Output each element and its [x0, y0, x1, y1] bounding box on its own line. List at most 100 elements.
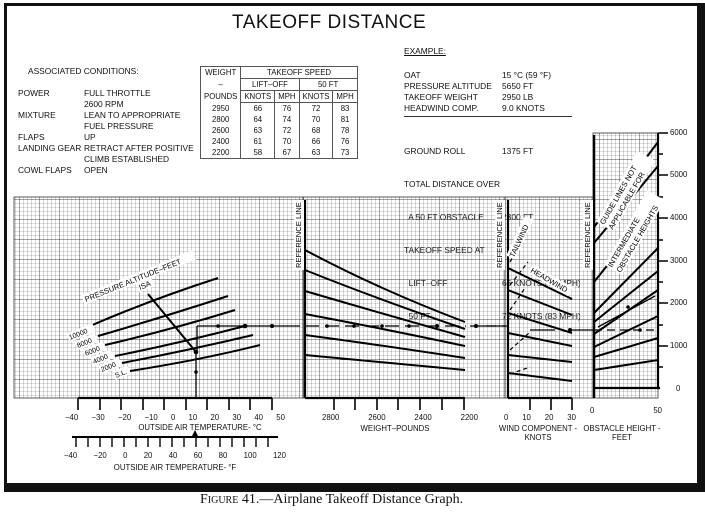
cell: 2800 — [199, 114, 242, 125]
obstacle-axis-label: OBSTACLE HEIGHT -FEET — [583, 424, 661, 442]
wind-ticks: 0 10 20 30 — [504, 413, 576, 422]
tick: 30 — [567, 413, 576, 422]
cond-value: OPEN — [84, 165, 108, 175]
weight-axis-label: WEIGHT–POUNDS — [360, 424, 430, 433]
example-value: 5650 FT — [502, 81, 534, 91]
example-value: 1375 FT — [502, 146, 534, 156]
cell: 74 — [274, 114, 300, 125]
tick: 0 — [590, 406, 595, 415]
cell: 78 — [332, 125, 358, 136]
th-knots: KNOTS — [298, 90, 334, 103]
example-value: 15 °C (59 °F) — [502, 70, 552, 80]
tick: 2400 — [414, 413, 432, 422]
table-row: 2200 58 67 63 73 — [199, 147, 358, 159]
cell: 76 — [332, 136, 358, 147]
figure-caption: Figure 41.—Airplane Takeoff Distance Gra… — [200, 492, 463, 508]
tick: 120 — [272, 451, 286, 460]
reference-line-label: REFERENCE LINE — [495, 202, 504, 268]
tick: 10 — [522, 413, 531, 422]
cell: 2950 — [199, 102, 242, 114]
example-inputs: OAT 15 °C (59 °F) PRESSURE ALTITUDE 5650 F… — [404, 70, 572, 117]
tick: 1000 — [670, 341, 688, 350]
example-value: 2950 LB — [502, 92, 534, 102]
cell: 73 — [332, 147, 358, 159]
th-dash: – — [199, 78, 242, 91]
table-row: 2950 66 76 72 83 — [199, 102, 358, 114]
cell: 81 — [332, 114, 358, 125]
takeoff-speed-table: WEIGHT TAKEOFF SPEED – LIFT–OFF 50 FT PO… — [199, 66, 358, 159]
tick: 3000 — [670, 256, 688, 265]
tick: 2000 — [670, 298, 688, 307]
tick: 6000 — [670, 128, 688, 137]
example-label: PRESSURE ALTITUDE — [404, 81, 492, 91]
reference-line-label: REFERENCE LINE — [294, 202, 303, 268]
cell: 76 — [274, 102, 300, 114]
cond-label: FLAPS — [18, 132, 45, 142]
tick: 2800 — [322, 413, 340, 422]
cond-value: 2600 RPM — [84, 99, 124, 109]
cond-value: FUEL PRESSURE — [84, 121, 154, 131]
tick: 20 — [143, 451, 153, 460]
th-mph: MPH — [332, 90, 358, 103]
cell: 72 — [274, 125, 300, 136]
cond-label: LANDING GEAR — [18, 143, 82, 153]
cond-value: LEAN TO APPROPRIATE — [84, 110, 181, 120]
cell: 67 — [274, 147, 300, 159]
tick: 0 — [504, 413, 509, 422]
cond-value: CLIMB ESTABLISHED — [84, 154, 170, 164]
tick: 2200 — [460, 413, 478, 422]
tick: −40 — [64, 451, 78, 460]
tick: 40 — [254, 413, 264, 422]
tick: −10 — [144, 413, 158, 422]
wind-axis-label: WIND COMPONENT -KNOTS — [498, 424, 578, 442]
caption-text: 41.—Airplane Takeoff Distance Graph. — [238, 492, 464, 507]
tick: 30 — [232, 413, 242, 422]
example-label: TOTAL DISTANCE OVER — [404, 179, 501, 189]
th-weight: WEIGHT — [199, 66, 242, 79]
fahrenheit-ticks: −40 −20 0 20 40 60 80 100 120 — [64, 451, 286, 460]
tick: 0 — [676, 384, 681, 393]
example-label: HEADWIND COMP. — [404, 103, 479, 113]
cell: 83 — [332, 102, 358, 114]
cond-value: RETRACT AFTER POSITIVE — [84, 143, 194, 153]
chart-title: TAKEOFF DISTANCE — [232, 12, 427, 33]
conditions-list: POWER FULL THROTTLE 2600 RPM MIXTURE LEAN … — [18, 88, 194, 176]
cell: 2600 — [199, 125, 242, 136]
example-heading: EXAMPLE: — [404, 46, 446, 56]
th-pounds: POUNDS — [199, 90, 242, 103]
tick: −20 — [117, 413, 132, 422]
tick: 20 — [544, 413, 554, 422]
tick: −30 — [91, 413, 105, 422]
cond-label: MIXTURE — [18, 110, 56, 120]
table-row: 2400 61 70 66 76 — [199, 136, 358, 147]
tick: 50 — [276, 413, 285, 422]
tick: 2600 — [368, 413, 386, 422]
example-label: GROUND ROLL — [404, 146, 466, 156]
tick: 80 — [218, 451, 228, 460]
tick: 5000 — [670, 170, 688, 179]
tick: 40 — [168, 451, 178, 460]
tick: 100 — [243, 451, 257, 460]
svg-text:S.L.: S.L. — [114, 369, 128, 380]
tick: 50 — [653, 406, 662, 415]
celsius-axis-label: OUTSIDE AIR TEMPERATURE- °C — [138, 423, 262, 432]
tick: 4000 — [670, 213, 688, 222]
reference-line-label: REFERENCE LINE — [583, 202, 592, 268]
cond-label: POWER — [18, 88, 50, 98]
example-label: OAT — [404, 70, 421, 80]
th-mph: MPH — [274, 90, 300, 103]
tick: 10 — [188, 413, 198, 422]
tick: 20 — [210, 413, 220, 422]
example-value: 9.0 KNOTS — [502, 103, 545, 113]
fahrenheit-axis-label: OUTSIDE AIR TEMPERATURE- °F — [113, 463, 237, 472]
tick: −40 — [65, 413, 79, 422]
weight-ticks: 2800 2600 2400 2200 — [322, 413, 478, 422]
cell: 2400 — [199, 136, 242, 147]
obstacle-ticks: 0 50 — [590, 406, 662, 415]
table-row: 2600 63 72 68 78 — [199, 125, 358, 136]
table-row: 2800 64 74 70 81 — [199, 114, 358, 125]
tick: −20 — [93, 451, 107, 460]
distance-y-ticks: 6000 5000 4000 3000 2000 1000 0 — [670, 128, 696, 394]
tick: 60 — [193, 451, 203, 460]
